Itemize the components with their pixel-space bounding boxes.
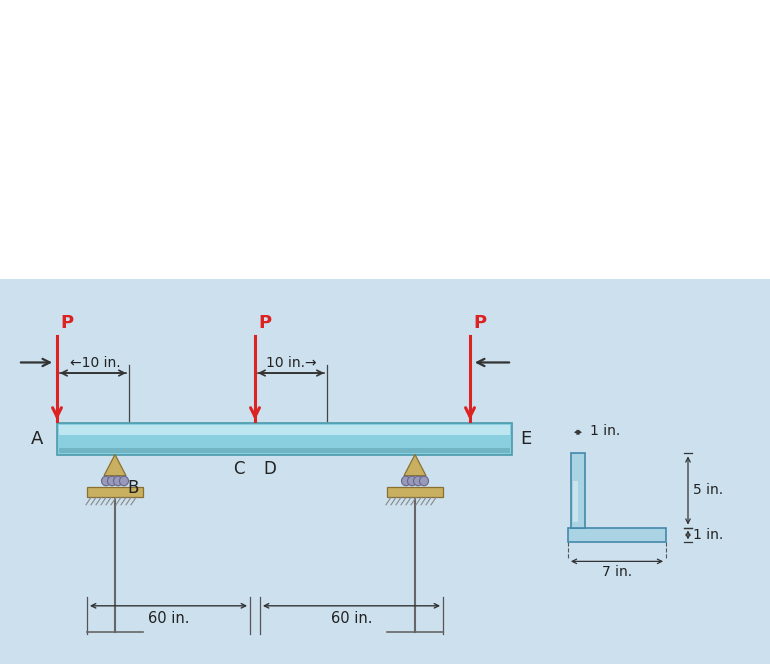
Text: 1 in.: 1 in. — [590, 424, 621, 438]
Bar — [59, 448, 510, 454]
Polygon shape — [404, 455, 426, 475]
Circle shape — [420, 476, 428, 486]
Circle shape — [102, 476, 111, 486]
Text: D: D — [263, 459, 276, 478]
Bar — [57, 423, 512, 455]
Text: 5 in.: 5 in. — [693, 483, 723, 497]
Text: 7 in.: 7 in. — [602, 564, 632, 578]
Bar — [87, 487, 143, 497]
Text: 1 in.: 1 in. — [693, 528, 723, 542]
Circle shape — [108, 476, 116, 486]
Bar — [568, 527, 666, 542]
Text: P: P — [258, 314, 271, 332]
Circle shape — [413, 476, 423, 486]
Text: E: E — [520, 430, 531, 448]
Text: C: C — [233, 459, 245, 478]
Circle shape — [407, 476, 417, 486]
Bar — [387, 487, 443, 497]
Circle shape — [119, 476, 129, 486]
Bar — [571, 454, 585, 527]
Text: 60 in.: 60 in. — [331, 611, 372, 626]
Text: B: B — [127, 479, 139, 497]
Polygon shape — [104, 455, 126, 475]
Circle shape — [401, 476, 410, 486]
Text: P: P — [60, 314, 73, 332]
Text: 10 in.→: 10 in.→ — [266, 356, 316, 370]
Text: 60 in.: 60 in. — [148, 611, 189, 626]
Text: A: A — [31, 430, 43, 448]
Bar — [573, 481, 578, 522]
Text: ←10 in.: ←10 in. — [70, 356, 120, 370]
Text: P: P — [473, 314, 486, 332]
Bar — [59, 426, 510, 435]
Circle shape — [113, 476, 122, 486]
